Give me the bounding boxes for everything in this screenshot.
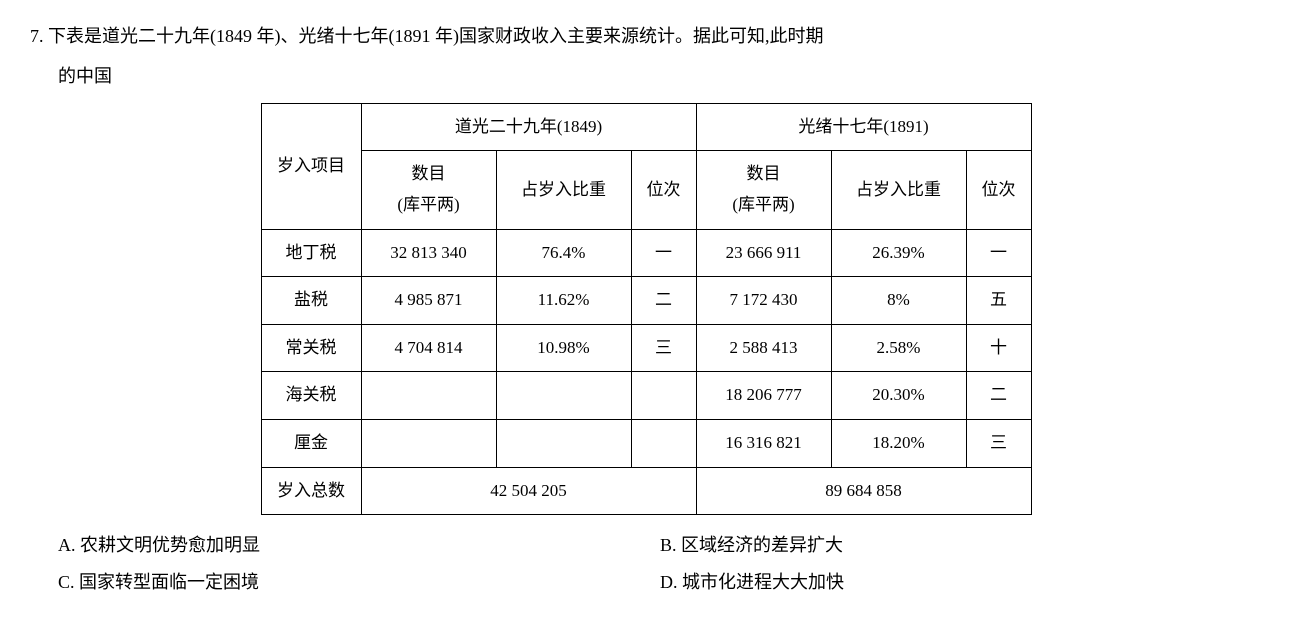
cell-p2-rank: 三 — [966, 419, 1031, 467]
total-label: 岁入总数 — [261, 467, 361, 515]
row-label: 常关税 — [261, 324, 361, 372]
header-p1-pct: 占岁入比重 — [496, 151, 631, 229]
header-num-b2: (库平两) — [732, 195, 794, 214]
header-p1-num: 数目 (库平两) — [361, 151, 496, 229]
header-p2-num: 数目 (库平两) — [696, 151, 831, 229]
cell-p1-num — [361, 372, 496, 420]
answer-options: A. 农耕文明优势愈加明显 B. 区域经济的差异扩大 C. 国家转型面临一定困境… — [30, 525, 1262, 598]
cell-p2-rank: 十 — [966, 324, 1031, 372]
question-number: 7. — [30, 26, 44, 46]
table-row: 盐税 4 985 871 11.62% 二 7 172 430 8% 五 — [261, 277, 1031, 325]
question-stem: 7. 下表是道光二十九年(1849 年)、光绪十七年(1891 年)国家财政收入… — [30, 20, 1262, 52]
table-total-row: 岁入总数 42 504 205 89 684 858 — [261, 467, 1031, 515]
cell-p2-num: 18 206 777 — [696, 372, 831, 420]
cell-p1-rank: 二 — [631, 277, 696, 325]
cell-p2-rank: 五 — [966, 277, 1031, 325]
table-header-row-2: 数目 (库平两) 占岁入比重 位次 数目 (库平两) 占岁入比重 位次 — [261, 151, 1031, 229]
option-a[interactable]: A. 农耕文明优势愈加明显 — [58, 529, 660, 561]
cell-p2-pct: 8% — [831, 277, 966, 325]
cell-p1-pct: 11.62% — [496, 277, 631, 325]
option-d[interactable]: D. 城市化进程大大加快 — [660, 566, 1262, 598]
cell-p1-pct — [496, 419, 631, 467]
table-header-row-1: 岁入项目 道光二十九年(1849) 光绪十七年(1891) — [261, 103, 1031, 151]
table-row: 常关税 4 704 814 10.98% 三 2 588 413 2.58% 十 — [261, 324, 1031, 372]
header-num-b: (库平两) — [397, 195, 459, 214]
cell-p2-rank: 一 — [966, 229, 1031, 277]
cell-p2-pct: 18.20% — [831, 419, 966, 467]
row-label: 地丁税 — [261, 229, 361, 277]
option-c[interactable]: C. 国家转型面临一定困境 — [58, 566, 660, 598]
row-label: 盐税 — [261, 277, 361, 325]
cell-p2-num: 7 172 430 — [696, 277, 831, 325]
cell-p2-pct: 20.30% — [831, 372, 966, 420]
table-row: 海关税 18 206 777 20.30% 二 — [261, 372, 1031, 420]
cell-p1-pct — [496, 372, 631, 420]
cell-p1-rank — [631, 372, 696, 420]
header-row-label: 岁入项目 — [261, 103, 361, 229]
header-p2-rank: 位次 — [966, 151, 1031, 229]
table-row: 厘金 16 316 821 18.20% 三 — [261, 419, 1031, 467]
cell-p1-pct: 76.4% — [496, 229, 631, 277]
revenue-table: 岁入项目 道光二十九年(1849) 光绪十七年(1891) 数目 (库平两) 占… — [261, 103, 1032, 515]
header-p2-pct: 占岁入比重 — [831, 151, 966, 229]
cell-p1-rank: 三 — [631, 324, 696, 372]
cell-p2-rank: 二 — [966, 372, 1031, 420]
cell-p1-rank: 一 — [631, 229, 696, 277]
cell-p2-num: 2 588 413 — [696, 324, 831, 372]
cell-p2-num: 23 666 911 — [696, 229, 831, 277]
cell-p1-num: 4 704 814 — [361, 324, 496, 372]
cell-p2-pct: 26.39% — [831, 229, 966, 277]
table-container: 岁入项目 道光二十九年(1849) 光绪十七年(1891) 数目 (库平两) 占… — [30, 103, 1262, 515]
cell-p1-num: 32 813 340 — [361, 229, 496, 277]
table-row: 地丁税 32 813 340 76.4% 一 23 666 911 26.39%… — [261, 229, 1031, 277]
row-label: 厘金 — [261, 419, 361, 467]
cell-p1-rank — [631, 419, 696, 467]
cell-p2-num: 16 316 821 — [696, 419, 831, 467]
option-b[interactable]: B. 区域经济的差异扩大 — [660, 529, 1262, 561]
question-text-line1: 下表是道光二十九年(1849 年)、光绪十七年(1891 年)国家财政收入主要来… — [48, 26, 823, 46]
cell-p1-num — [361, 419, 496, 467]
question-text-line2: 的中国 — [30, 60, 1262, 92]
row-label: 海关税 — [261, 372, 361, 420]
header-num-a: 数目 — [412, 164, 446, 183]
cell-p1-num: 4 985 871 — [361, 277, 496, 325]
total-p1: 42 504 205 — [361, 467, 696, 515]
cell-p2-pct: 2.58% — [831, 324, 966, 372]
cell-p1-pct: 10.98% — [496, 324, 631, 372]
header-num-a2: 数目 — [747, 164, 781, 183]
header-period-2: 光绪十七年(1891) — [696, 103, 1031, 151]
header-p1-rank: 位次 — [631, 151, 696, 229]
total-p2: 89 684 858 — [696, 467, 1031, 515]
header-period-1: 道光二十九年(1849) — [361, 103, 696, 151]
